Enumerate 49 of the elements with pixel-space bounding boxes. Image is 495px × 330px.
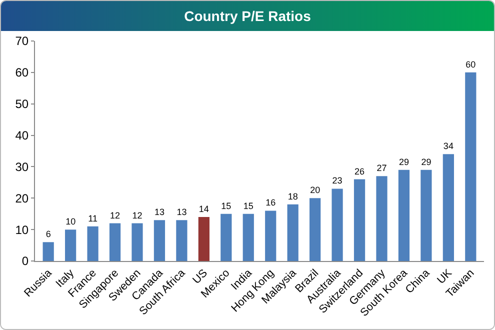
data-label: 13 xyxy=(176,207,187,218)
bar xyxy=(65,230,76,261)
bar xyxy=(198,217,210,261)
y-tick-label: 40 xyxy=(15,128,29,142)
bar xyxy=(310,198,321,261)
y-tick-label: 0 xyxy=(22,254,29,268)
data-label: 12 xyxy=(132,210,142,220)
bar xyxy=(42,242,54,261)
y-tick-label: 50 xyxy=(15,97,29,112)
data-label: 13 xyxy=(154,207,164,218)
bar xyxy=(154,220,166,261)
bar xyxy=(354,179,366,261)
bar xyxy=(109,223,121,261)
data-label: 16 xyxy=(266,198,276,208)
y-tick-label: 10 xyxy=(15,222,29,237)
bar xyxy=(265,210,276,261)
data-label: 14 xyxy=(198,204,209,214)
data-label: 18 xyxy=(288,191,298,202)
data-label: 23 xyxy=(332,176,342,186)
chart-title: Country P/E Ratios xyxy=(1,1,494,31)
data-label: 27 xyxy=(376,163,387,174)
bar xyxy=(287,204,298,261)
data-label: 15 xyxy=(243,200,254,211)
bar xyxy=(220,214,232,261)
data-label: 34 xyxy=(443,141,454,152)
y-tick-label: 60 xyxy=(15,66,29,80)
y-tick-label: 30 xyxy=(15,160,29,174)
data-label: 6 xyxy=(46,229,51,240)
data-label: 29 xyxy=(421,156,432,167)
data-label: 10 xyxy=(66,216,76,227)
bar xyxy=(376,176,388,261)
bar xyxy=(465,72,476,261)
bar xyxy=(176,220,188,261)
bar xyxy=(242,214,254,261)
y-tick-label: 70 xyxy=(15,34,29,48)
data-label: 29 xyxy=(398,156,409,167)
bar xyxy=(420,170,432,261)
bar xyxy=(132,223,143,261)
data-label: 12 xyxy=(110,210,120,220)
data-label: 20 xyxy=(310,185,320,196)
data-label: 26 xyxy=(354,166,365,176)
data-label: 11 xyxy=(88,213,98,224)
y-tick-label: 20 xyxy=(15,191,29,206)
bar xyxy=(398,170,410,261)
bar xyxy=(332,188,343,261)
data-label: 60 xyxy=(466,59,476,70)
bar xyxy=(442,154,454,261)
data-label: 15 xyxy=(221,200,232,211)
bar xyxy=(87,226,98,261)
